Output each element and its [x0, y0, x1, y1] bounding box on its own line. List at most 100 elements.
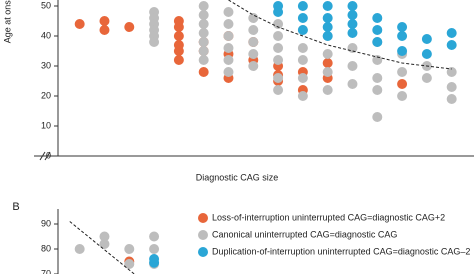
y-tick-label: 10	[41, 120, 51, 130]
point	[99, 239, 110, 249]
point	[397, 31, 408, 41]
point	[446, 94, 457, 104]
point	[198, 37, 209, 47]
point	[74, 244, 85, 254]
point	[347, 28, 358, 38]
point	[347, 1, 358, 11]
point	[99, 25, 110, 35]
point	[322, 49, 333, 59]
point	[297, 91, 308, 101]
axis-break	[39, 151, 46, 161]
y-axis-label: Age at onset	[2, 0, 12, 43]
point	[273, 73, 284, 83]
point	[124, 244, 135, 254]
point	[223, 55, 234, 65]
point	[124, 22, 135, 32]
point	[322, 13, 333, 23]
y-tick-label: 30	[41, 60, 51, 70]
point	[223, 31, 234, 41]
point	[372, 85, 383, 95]
point	[347, 79, 358, 89]
point	[173, 22, 184, 32]
point	[446, 67, 457, 77]
point	[273, 7, 284, 17]
point	[397, 46, 408, 56]
point	[297, 25, 308, 35]
point	[297, 13, 308, 23]
point	[421, 34, 432, 44]
point	[74, 19, 85, 29]
point	[248, 61, 259, 71]
point	[372, 25, 383, 35]
point	[273, 55, 284, 65]
point	[223, 7, 234, 17]
point	[421, 49, 432, 59]
panel-label: B	[12, 201, 19, 213]
point	[198, 1, 209, 11]
point	[149, 257, 160, 268]
point	[223, 67, 234, 77]
point	[99, 16, 110, 26]
point	[198, 28, 209, 38]
y-tick-label: 90	[41, 218, 51, 228]
point	[248, 49, 259, 59]
point	[446, 40, 457, 50]
point	[223, 19, 234, 29]
point	[198, 19, 209, 29]
y-tick-label: 0	[46, 150, 51, 160]
y-tick-label: 80	[41, 243, 51, 253]
legend-marker	[198, 230, 208, 240]
point	[248, 25, 259, 35]
point	[149, 231, 160, 242]
legend-marker	[198, 247, 208, 257]
point	[223, 43, 234, 53]
point	[198, 67, 209, 77]
point	[322, 31, 333, 41]
legend-marker	[198, 213, 208, 223]
point	[198, 46, 209, 56]
point	[99, 231, 110, 242]
point	[446, 82, 457, 92]
point	[397, 67, 408, 77]
axis-break	[44, 151, 51, 161]
point	[397, 91, 408, 101]
point	[124, 259, 135, 269]
point	[446, 28, 457, 38]
point	[248, 13, 259, 23]
point	[322, 22, 333, 32]
y-tick-label: 70	[41, 268, 51, 274]
point	[397, 79, 408, 89]
point	[372, 13, 383, 23]
point	[322, 58, 333, 68]
x-axis-label: Diagnostic CAG size	[196, 172, 279, 182]
point	[149, 37, 160, 47]
legend-label: Loss-of-interruption uninterrupted CAG=d…	[212, 212, 445, 222]
point	[273, 85, 284, 95]
point	[297, 73, 308, 83]
point	[322, 85, 333, 95]
point	[297, 43, 308, 53]
point	[372, 73, 383, 83]
point	[173, 46, 184, 56]
y-tick-label: 50	[41, 0, 51, 10]
trend-line	[69, 221, 135, 274]
point	[347, 61, 358, 71]
legend-label: Duplication-of-interruption uninterrupte…	[212, 246, 470, 256]
point	[421, 73, 432, 83]
point	[248, 37, 259, 47]
trend-line	[228, 0, 452, 70]
point	[322, 67, 333, 77]
point	[322, 1, 333, 11]
y-tick-label: 40	[41, 30, 51, 40]
point	[273, 43, 284, 53]
legend-label: Canonical uninterrupted CAG=diagnostic C…	[212, 229, 397, 239]
point	[347, 19, 358, 29]
point	[198, 55, 209, 65]
point	[273, 31, 284, 41]
point	[173, 31, 184, 41]
point	[372, 112, 383, 122]
point	[397, 22, 408, 32]
point	[372, 37, 383, 47]
point	[173, 55, 184, 65]
